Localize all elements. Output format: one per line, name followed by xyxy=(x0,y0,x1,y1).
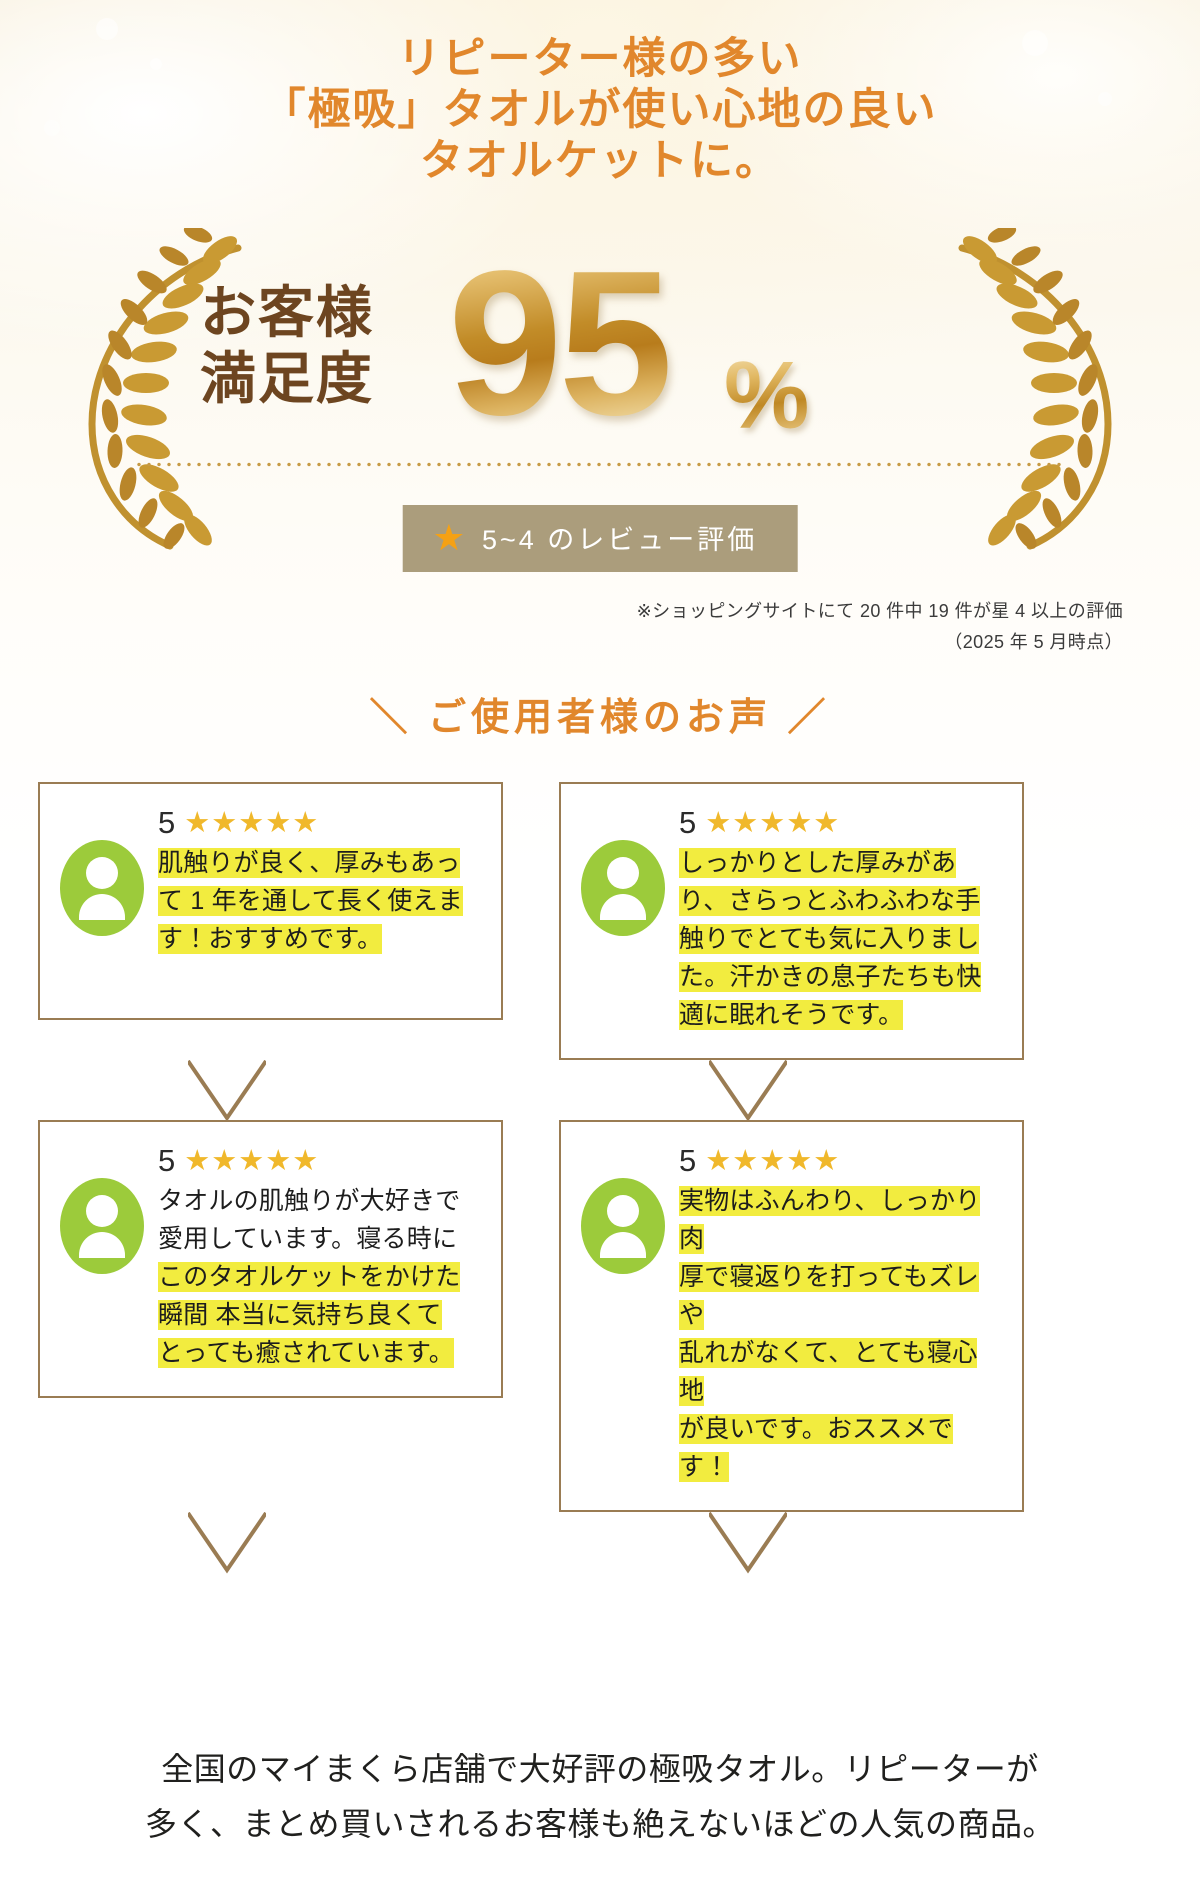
review-stars-icon: ★★★★★ xyxy=(705,1144,841,1177)
user-voices-heading: ＼ ご使用者様のお声 ／ xyxy=(369,697,831,739)
sparkle-speck xyxy=(96,18,118,40)
satisfaction-block: お客様 満足度 95 % xyxy=(0,228,1200,558)
review-line: 適に眠れそうです。 xyxy=(679,1000,904,1030)
review-line: た。汗かきの息子たちも快 xyxy=(679,962,982,992)
review-line: 愛用しています。寝る時に xyxy=(158,1225,458,1253)
user-avatar-icon xyxy=(60,840,144,936)
review-score: 5 xyxy=(679,1143,697,1178)
headline-line-1: リピーター様の多い xyxy=(397,35,803,83)
footer-line-1: 全国のマイまくら店舗で大好評の極吸タオル。リピーターが xyxy=(161,1751,1039,1787)
review-score: 5 xyxy=(158,805,176,840)
review-line: が良いです。おススメです！ xyxy=(679,1414,953,1482)
review-card: 5 ★★★★★ 肌触りが良く、厚みもあっ て 1 年を通して長く使えま す！おす… xyxy=(38,782,503,1122)
user-avatar-icon xyxy=(60,1178,144,1274)
review-stars-icon: ★★★★★ xyxy=(184,1144,320,1177)
review-card: 5 ★★★★★ タオルの肌触りが大好きで 愛用しています。寝る時に このタオルケ… xyxy=(38,1120,503,1574)
review-stars-icon: ★★★★★ xyxy=(705,806,841,839)
review-rating: 5 ★★★★★ xyxy=(679,1144,1002,1178)
review-card: 5 ★★★★★ 実物はふんわり、しっかり肉 厚で寝返りを打ってもズレや 乱れがな… xyxy=(559,1120,1024,1574)
review-bubble: 5 ★★★★★ しっかりとした厚みがあ り、さらっとふわふわな手 触りでとても気… xyxy=(559,782,1024,1060)
review-line: 瞬間 本当に気持ち良くて xyxy=(158,1300,442,1330)
speech-bubble-tail xyxy=(188,1060,266,1122)
review-score: 5 xyxy=(158,1143,176,1178)
review-score: 5 xyxy=(679,805,697,840)
review-bubble: 5 ★★★★★ 実物はふんわり、しっかり肉 厚で寝返りを打ってもズレや 乱れがな… xyxy=(559,1120,1024,1512)
headline-line-2: 「極吸」タオルが使い心地の良い xyxy=(262,86,938,134)
dotted-divider xyxy=(134,462,1066,467)
review-line: タオルの肌触りが大好きで xyxy=(158,1187,461,1215)
review-content: 5 ★★★★★ しっかりとした厚みがあ り、さらっとふわふわな手 触りでとても気… xyxy=(679,806,1002,1034)
user-avatar-icon xyxy=(581,1178,665,1274)
review-line: す！おすすめです。 xyxy=(158,924,383,954)
footer-summary: 全国のマイまくら店舗で大好評の極吸タオル。リピーターが 多く、まとめ買いされるお… xyxy=(0,1742,1200,1852)
review-bubble: 5 ★★★★★ 肌触りが良く、厚みもあっ て 1 年を通して長く使えま す！おす… xyxy=(38,782,503,1020)
review-rating-badge: ★ 5~4 のレビュー評価 xyxy=(402,505,798,572)
rating-badge-label: 5~4 のレビュー評価 xyxy=(481,525,758,555)
review-card-grid: 5 ★★★★★ 肌触りが良く、厚みもあっ て 1 年を通して長く使えま す！おす… xyxy=(38,782,1162,1574)
satisfaction-percentage-number: 95 xyxy=(448,228,673,458)
satisfaction-label-line-2: 満足度 xyxy=(200,347,374,410)
review-line: 肌触りが良く、厚みもあっ xyxy=(158,848,461,878)
review-text: タオルの肌触りが大好きで 愛用しています。寝る時に このタオルケットをかけた 瞬… xyxy=(158,1182,481,1372)
star-icon: ★ xyxy=(432,516,468,558)
sparkle-speck xyxy=(150,58,162,70)
laurel-wreath-left-icon xyxy=(88,228,242,550)
review-line: しっかりとした厚みがあ xyxy=(679,848,957,878)
review-line: 触りでとても気に入りまし xyxy=(679,924,980,954)
review-content: 5 ★★★★★ タオルの肌触りが大好きで 愛用しています。寝る時に このタオルケ… xyxy=(158,1144,481,1372)
footnote-line-2: （2025 年 5 月時点） xyxy=(944,632,1123,652)
satisfaction-label: お客様 満足度 xyxy=(200,280,374,412)
review-rating: 5 ★★★★★ xyxy=(158,806,481,840)
percent-sign: % xyxy=(724,342,810,449)
review-content: 5 ★★★★★ 肌触りが良く、厚みもあっ て 1 年を通して長く使えま す！おす… xyxy=(158,806,481,958)
speech-bubble-tail xyxy=(188,1512,266,1574)
review-rating: 5 ★★★★★ xyxy=(158,1144,481,1178)
sparkle-speck xyxy=(44,120,60,136)
review-card: 5 ★★★★★ しっかりとした厚みがあ り、さらっとふわふわな手 触りでとても気… xyxy=(559,782,1024,1122)
review-bubble: 5 ★★★★★ タオルの肌触りが大好きで 愛用しています。寝る時に このタオルケ… xyxy=(38,1120,503,1398)
page-headline: リピーター様の多い 「極吸」タオルが使い心地の良い タオルケットに。 xyxy=(0,34,1200,187)
laurel-wreath-right-icon xyxy=(958,228,1112,550)
review-line: 厚で寝返りを打ってもズレや xyxy=(679,1262,979,1330)
footer-line-2: 多く、まとめ買いされるお客様も絶えないほどの人気の商品。 xyxy=(144,1806,1055,1842)
review-line: て 1 年を通して長く使えま xyxy=(158,886,463,916)
review-line: このタオルケットをかけた xyxy=(158,1262,461,1292)
review-content: 5 ★★★★★ 実物はふんわり、しっかり肉 厚で寝返りを打ってもズレや 乱れがな… xyxy=(679,1144,1002,1486)
review-rating: 5 ★★★★★ xyxy=(679,806,1002,840)
review-text: しっかりとした厚みがあ り、さらっとふわふわな手 触りでとても気に入りまし た。… xyxy=(679,844,1002,1034)
review-line: とっても癒されています。 xyxy=(158,1338,454,1368)
footnote-line-1: ※ショッピングサイトにて 20 件中 19 件が星 4 以上の評価 xyxy=(636,601,1123,621)
speech-bubble-tail xyxy=(709,1512,787,1574)
sparkle-speck xyxy=(1098,92,1112,106)
review-text: 肌触りが良く、厚みもあっ て 1 年を通して長く使えま す！おすすめです。 xyxy=(158,844,481,958)
review-stars-icon: ★★★★★ xyxy=(184,806,320,839)
review-line: 実物はふんわり、しっかり肉 xyxy=(679,1186,981,1254)
review-line: 乱れがなくて、とても寝心地 xyxy=(679,1338,978,1406)
sparkle-speck xyxy=(1022,30,1048,56)
review-text: 実物はふんわり、しっかり肉 厚で寝返りを打ってもズレや 乱れがなくて、とても寝心… xyxy=(679,1182,1002,1486)
review-line: り、さらっとふわふわな手 xyxy=(679,886,981,916)
headline-line-3: タオルケットに。 xyxy=(420,137,780,185)
user-avatar-icon xyxy=(581,840,665,936)
satisfaction-label-line-1: お客様 xyxy=(200,281,374,344)
speech-bubble-tail xyxy=(709,1060,787,1122)
